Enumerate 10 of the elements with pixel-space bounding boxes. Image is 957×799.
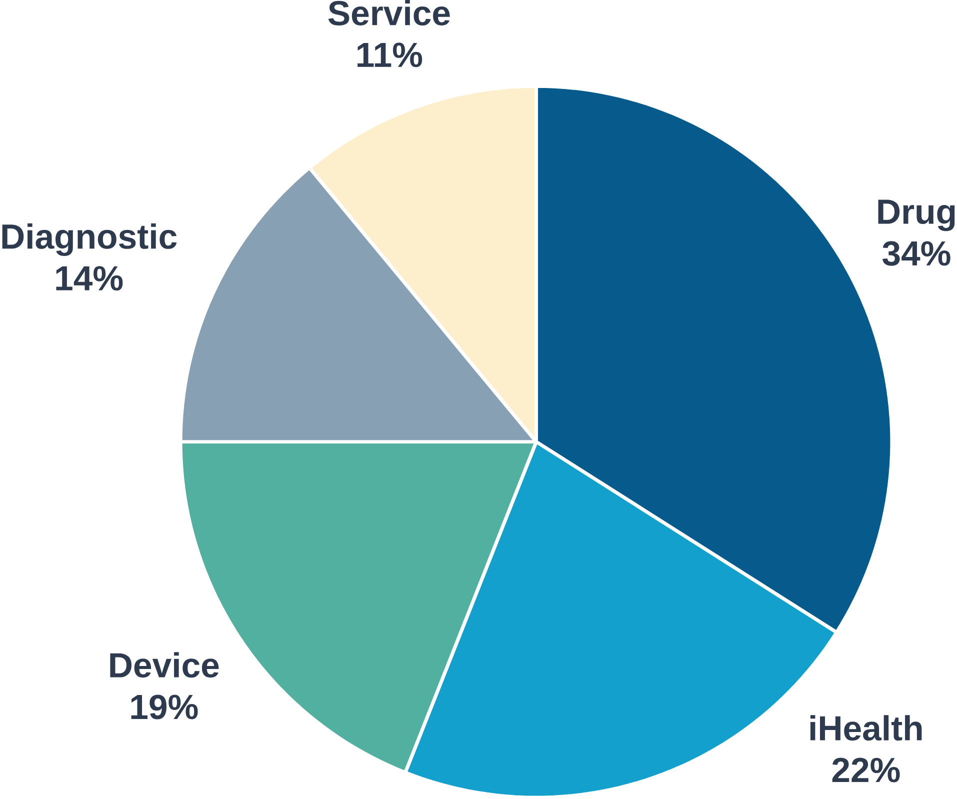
data-label: 34%	[882, 241, 950, 266]
slice-label: Device	[110, 652, 219, 678]
slice-label: iHealth	[810, 715, 922, 741]
slice-label: Service	[328, 0, 450, 26]
data-label: 11%	[358, 42, 422, 68]
data-label: 19%	[131, 694, 198, 720]
data-label: 22%	[832, 758, 900, 782]
slice-label: Drug	[878, 200, 955, 231]
slice-label: Diagnostic	[2, 223, 177, 256]
data-label: 14%	[56, 266, 123, 290]
